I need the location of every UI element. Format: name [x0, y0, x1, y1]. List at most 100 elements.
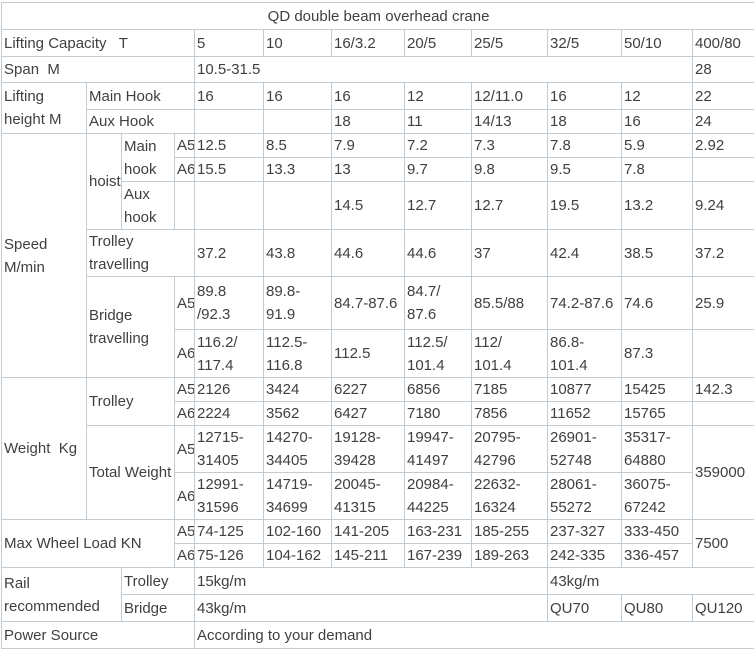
table-cell: 336-457 — [621, 543, 693, 568]
col-header: 10 — [263, 29, 332, 57]
table-cell — [691, 329, 754, 378]
table-cell: 37.2 — [194, 229, 264, 277]
table-cell: 22 — [691, 82, 754, 110]
row-label: A6 — [174, 329, 195, 378]
table-cell: 89.8 /92.3 — [194, 276, 264, 330]
row-label-power-source: Power Source — [1, 621, 195, 649]
table-cell: 7500 — [691, 519, 754, 568]
row-label: Trolley travelling — [86, 229, 195, 277]
table-cell: 112.5 — [331, 329, 405, 378]
table-cell: 44.6 — [331, 229, 405, 277]
table-cell: 43kg/m — [546, 567, 754, 595]
table-cell: QU120 — [691, 594, 754, 622]
table-cell: 19128- 39428 — [331, 425, 405, 473]
table-cell: 38.5 — [621, 229, 693, 277]
table-cell: 9.7 — [404, 157, 472, 182]
table-cell: 75-126 — [194, 543, 264, 568]
table-row: Lifting Capacity T 5 10 16/3.2 20/5 25/5 32/5 5… — [1, 29, 754, 57]
table-cell: 37 — [471, 229, 548, 277]
row-label: A5 — [174, 377, 195, 402]
table-cell: 12991- 31596 — [194, 472, 264, 520]
table-cell: 74.6 — [621, 276, 693, 330]
table-cell: 7.2 — [404, 133, 472, 158]
table-cell: 74-125 — [194, 519, 264, 544]
table-cell — [174, 181, 195, 230]
table-cell: 89.8-91.9 — [263, 276, 332, 330]
table-cell: 20984- 44225 — [404, 472, 472, 520]
table-cell: 185-255 — [471, 519, 548, 544]
table-cell: 28 — [691, 56, 754, 83]
table-row: Power Source According to your demand — [1, 621, 754, 649]
table-row: Speed M/min hoist Main hook A5 12.5 8.5 7.9 7.2… — [1, 133, 754, 378]
table-cell: 19947- 41497 — [404, 425, 472, 473]
table-cell: 9.5 — [547, 157, 622, 182]
table-row: A6 116.2/ 117.4 112.5- 116.8 112.5 112.5/ 10… — [2, 329, 754, 378]
row-label: Main Hook — [86, 82, 195, 110]
table-cell: 18 — [331, 109, 405, 134]
table-row: QD double beam overhead crane — [0, 2, 754, 30]
table-cell: 13 — [331, 157, 405, 182]
table-title: QD double beam overhead crane — [0, 2, 754, 30]
table-cell: 12.5 — [194, 133, 264, 158]
table-row: Span M 10.5-31.5 28 — [1, 56, 754, 83]
row-label: A5 — [174, 519, 195, 544]
table-cell: 12 — [621, 82, 693, 110]
table-cell: According to your demand — [193, 621, 754, 649]
table-row: A6 75-126 104-162 145-211 167-239 189-263 242-… — [2, 543, 754, 568]
table-row: A6 15.5 13.3 13 9.7 9.8 9.5 7.8 — [2, 157, 754, 182]
col-header: 16/3.2 — [331, 29, 405, 57]
row-label-lifting-height: Lifting height M — [1, 82, 87, 134]
row-label: Aux Hook — [86, 109, 195, 134]
table-cell: 28061- 55272 — [547, 472, 622, 520]
col-header: 50/10 — [621, 29, 693, 57]
table-cell: 12715- 31405 — [194, 425, 264, 473]
table-row: Total Weight A5 12715- 31405 14270- 34405 19… — [2, 425, 754, 520]
table-cell: 15kg/m — [194, 567, 548, 595]
table-cell: 6856 — [404, 377, 472, 402]
table-cell: 37.2 — [691, 229, 754, 277]
table-cell — [691, 157, 754, 182]
table-cell: 7.8 — [621, 157, 693, 182]
table-cell: 10.5-31.5 — [194, 56, 693, 83]
table-cell: 13.3 — [263, 157, 332, 182]
table-cell: 24 — [691, 109, 754, 134]
table-cell: 84.7-87.6 — [331, 276, 405, 330]
table-cell: 102-160 — [263, 519, 332, 544]
table-cell: 2224 — [194, 401, 264, 426]
table-cell: 16 — [621, 109, 693, 134]
row-label: A5 — [174, 276, 195, 330]
table-cell: 7180 — [404, 401, 472, 426]
table-cell: 5.9 — [621, 133, 693, 158]
col-header: 5 — [194, 29, 264, 57]
table-cell: 3562 — [263, 401, 332, 426]
table-cell: 2126 — [194, 377, 264, 402]
row-label-span: Span M — [1, 56, 195, 83]
table-cell: 189-263 — [471, 543, 548, 568]
table-cell: 12 — [404, 82, 472, 110]
table-cell: 237-327 — [547, 519, 622, 544]
row-label: A6 — [174, 157, 195, 182]
table-cell: 116.2/ 117.4 — [194, 329, 264, 378]
table-cell: 7185 — [471, 377, 548, 402]
row-label-lifting-capacity: Lifting Capacity T — [1, 29, 195, 57]
table-cell — [263, 109, 332, 134]
table-cell: 14719- 34699 — [263, 472, 332, 520]
row-label-speed: Speed M/min — [1, 133, 87, 378]
table-cell: 15425 — [621, 377, 693, 402]
table-row: Trolley travelling 37.2 43.8 44.6 44.6 37 42.4… — [2, 229, 754, 277]
table-cell: 3424 — [263, 377, 332, 402]
table-cell: 142.3 — [691, 377, 754, 402]
table-cell: 9.24 — [691, 181, 754, 230]
table-cell: 26901- 52748 — [547, 425, 622, 473]
row-label: hoist — [86, 133, 122, 230]
table-cell: 2.92 — [691, 133, 754, 158]
table-row: Weight Kg Trolley A5 2126 3424 6227 6856 7185 10… — [1, 377, 754, 520]
table-row: Aux Hook 18 11 14/13 18 16 24 — [2, 109, 754, 134]
row-label: Trolley — [86, 377, 175, 426]
table-cell: 86.8- 101.4 — [547, 329, 622, 378]
col-header: 32/5 — [547, 29, 622, 57]
table-cell: 84.7/ 87.6 — [404, 276, 472, 330]
table-cell: 42.4 — [547, 229, 622, 277]
table-row: A6 2224 3562 6427 7180 7856 11652 15765 — [2, 401, 754, 426]
table-cell: 22632- 16324 — [471, 472, 548, 520]
